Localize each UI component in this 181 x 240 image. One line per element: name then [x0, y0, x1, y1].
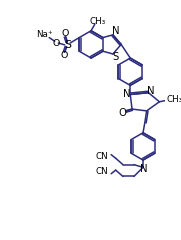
Text: N: N	[147, 86, 155, 96]
Text: N: N	[140, 164, 148, 174]
Text: N: N	[123, 89, 131, 99]
Text: O: O	[61, 51, 68, 60]
Text: CN: CN	[96, 152, 108, 161]
Text: O: O	[118, 108, 126, 118]
Text: S: S	[112, 52, 119, 62]
Text: CH₃: CH₃	[167, 96, 181, 104]
Text: Na⁺: Na⁺	[36, 30, 53, 39]
Text: S: S	[64, 40, 71, 50]
Text: N: N	[112, 26, 119, 36]
Text: O: O	[53, 39, 60, 48]
Text: O: O	[62, 30, 69, 38]
Text: CN: CN	[96, 168, 108, 176]
Text: CH₃: CH₃	[89, 17, 106, 26]
